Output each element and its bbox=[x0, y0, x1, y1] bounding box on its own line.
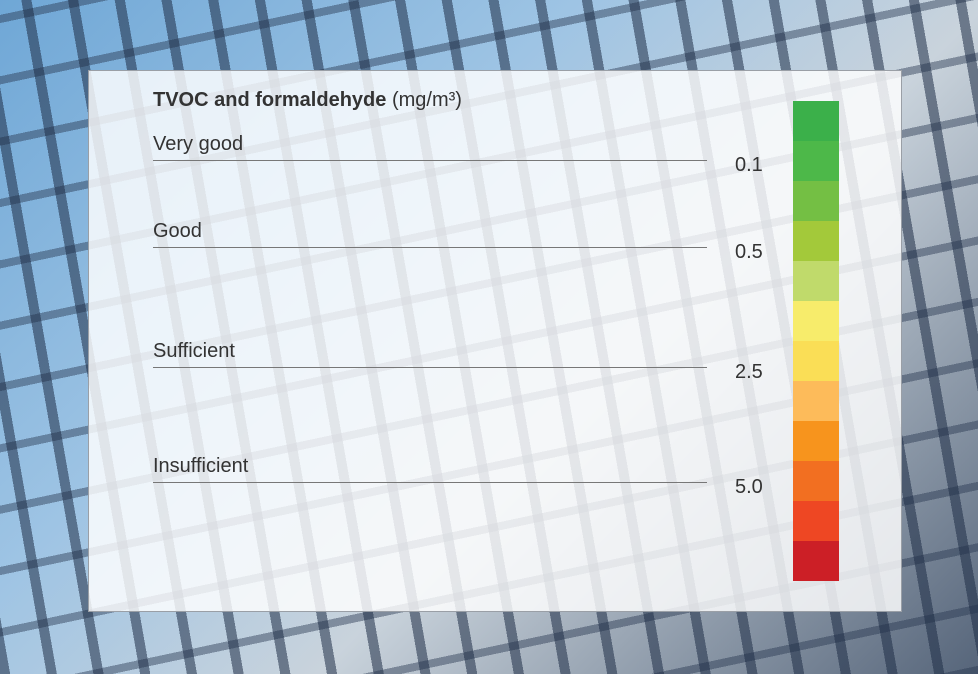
level-threshold: 0.5 bbox=[735, 241, 763, 264]
level-rule bbox=[153, 160, 707, 161]
title: TVOC and formaldehyde (mg/m³) bbox=[153, 89, 462, 112]
scale-segment bbox=[793, 181, 839, 221]
level-label: Sufficient bbox=[153, 340, 235, 363]
level-threshold: 5.0 bbox=[735, 476, 763, 499]
scale-segment bbox=[793, 501, 839, 541]
scale-segment bbox=[793, 141, 839, 181]
scale-segment bbox=[793, 301, 839, 341]
level-label: Very good bbox=[153, 133, 243, 156]
scale-segment bbox=[793, 101, 839, 141]
scale-segment bbox=[793, 541, 839, 581]
level-label: Good bbox=[153, 220, 202, 243]
scale-segment bbox=[793, 381, 839, 421]
scale-panel: TVOC and formaldehyde (mg/m³) Very good 0… bbox=[88, 70, 902, 612]
background-photo: TVOC and formaldehyde (mg/m³) Very good 0… bbox=[0, 0, 978, 674]
scale-segment bbox=[793, 421, 839, 461]
level-threshold: 0.1 bbox=[735, 154, 763, 177]
scale-segment bbox=[793, 261, 839, 301]
unit: (mg/m³) bbox=[392, 89, 462, 111]
scale-segment bbox=[793, 461, 839, 501]
title-text: TVOC and formaldehyde bbox=[153, 89, 386, 111]
color-scale bbox=[793, 101, 839, 581]
level-threshold: 2.5 bbox=[735, 361, 763, 384]
scale-segment bbox=[793, 341, 839, 381]
scale-segment bbox=[793, 221, 839, 261]
level-rule bbox=[153, 247, 707, 248]
level-label: Insufficient bbox=[153, 455, 248, 478]
level-rule bbox=[153, 482, 707, 483]
level-rule bbox=[153, 367, 707, 368]
